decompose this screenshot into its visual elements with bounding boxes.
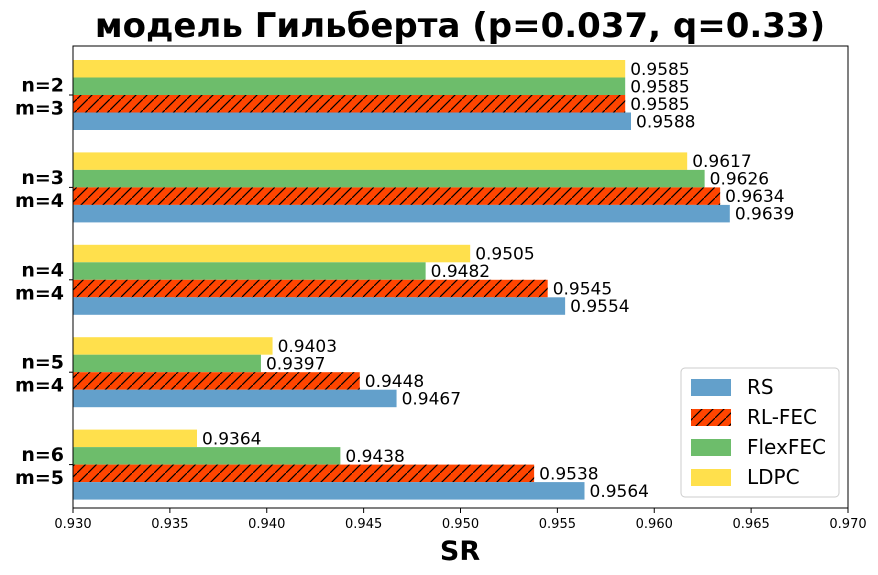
bar-rs [73, 482, 585, 500]
legend-label: RL-FEC [747, 405, 817, 429]
legend-swatch [691, 439, 731, 456]
data-label: 0.9438 [345, 447, 404, 467]
data-label: 0.9585 [630, 95, 689, 115]
data-label: 0.9634 [725, 187, 784, 207]
data-label: 0.9626 [710, 170, 769, 190]
bar-rs [73, 389, 397, 408]
bar-flexfec [73, 77, 626, 95]
x-tick-label: 0.960 [636, 517, 673, 532]
legend-swatch [691, 469, 731, 486]
data-label: 0.9588 [636, 112, 695, 132]
bar-hatch-overlay [73, 279, 548, 298]
data-label: 0.9564 [590, 482, 649, 502]
x-tick-label: 0.940 [248, 517, 285, 532]
data-label: 0.9397 [266, 354, 325, 374]
bar-hatch-overlay [73, 372, 360, 390]
legend-swatch [691, 379, 731, 396]
data-label: 0.9467 [402, 389, 461, 409]
data-label: 0.9505 [475, 245, 534, 265]
bar-ldpc [73, 60, 626, 78]
x-tick-label: 0.945 [345, 517, 382, 532]
data-label: 0.9639 [735, 205, 794, 225]
x-axis-label: SR [440, 536, 480, 567]
legend-label: RS [747, 375, 774, 399]
x-tick-label: 0.930 [54, 517, 91, 532]
y-tick-label: n=4 [21, 259, 64, 281]
data-label: 0.9585 [630, 77, 689, 97]
legend: RS RL-FEC FlexFEC LDPC [680, 367, 840, 498]
y-tick-label: m=4 [15, 282, 64, 304]
bar-rs [73, 112, 631, 130]
bar-hatch-overlay [73, 187, 721, 205]
data-label: 0.9617 [692, 152, 751, 172]
y-tick-label: n=2 [21, 75, 64, 97]
bar-rs [73, 204, 730, 223]
bar-ldpc [73, 429, 197, 448]
y-tick-label: n=6 [21, 444, 64, 466]
plot-area: 0.95850.95850.95850.9588n=2m=30.96170.96… [15, 45, 867, 532]
x-tick-label: 0.955 [539, 517, 576, 532]
legend-swatch-hatch [691, 409, 731, 426]
bar-hatch-overlay [73, 464, 535, 483]
legend-label: FlexFEC [747, 435, 826, 459]
bar-rs [73, 297, 566, 315]
legend-box [680, 367, 840, 498]
data-label: 0.9538 [539, 464, 598, 484]
data-label: 0.9448 [365, 372, 424, 392]
data-label: 0.9585 [630, 60, 689, 80]
legend-label: LDPC [747, 465, 800, 489]
chart-title: модель Гильберта (p=0.037, q=0.33) [95, 6, 825, 46]
bar-flexfec [73, 447, 341, 465]
bar-flexfec [73, 354, 261, 373]
bar-ldpc [73, 152, 688, 170]
bar-flexfec [73, 169, 705, 188]
data-label: 0.9545 [553, 280, 612, 300]
y-tick-label: m=5 [15, 467, 64, 489]
x-tick-label: 0.970 [829, 517, 866, 532]
bar-ldpc [73, 337, 273, 355]
y-tick-label: m=4 [15, 190, 64, 212]
x-tick-label: 0.965 [733, 517, 770, 532]
x-tick-label: 0.950 [442, 517, 479, 532]
data-label: 0.9554 [570, 297, 629, 317]
data-label: 0.9403 [278, 337, 337, 357]
y-tick-label: n=3 [21, 167, 64, 189]
bar-ldpc [73, 244, 471, 263]
bar-hatch-overlay [73, 95, 626, 113]
y-tick-label: m=4 [15, 375, 64, 397]
x-tick-label: 0.935 [151, 517, 188, 532]
data-label: 0.9364 [202, 429, 261, 449]
data-label: 0.9482 [431, 262, 490, 282]
bar-flexfec [73, 262, 426, 280]
y-tick-label: n=5 [21, 352, 64, 374]
y-tick-label: m=3 [15, 98, 64, 120]
